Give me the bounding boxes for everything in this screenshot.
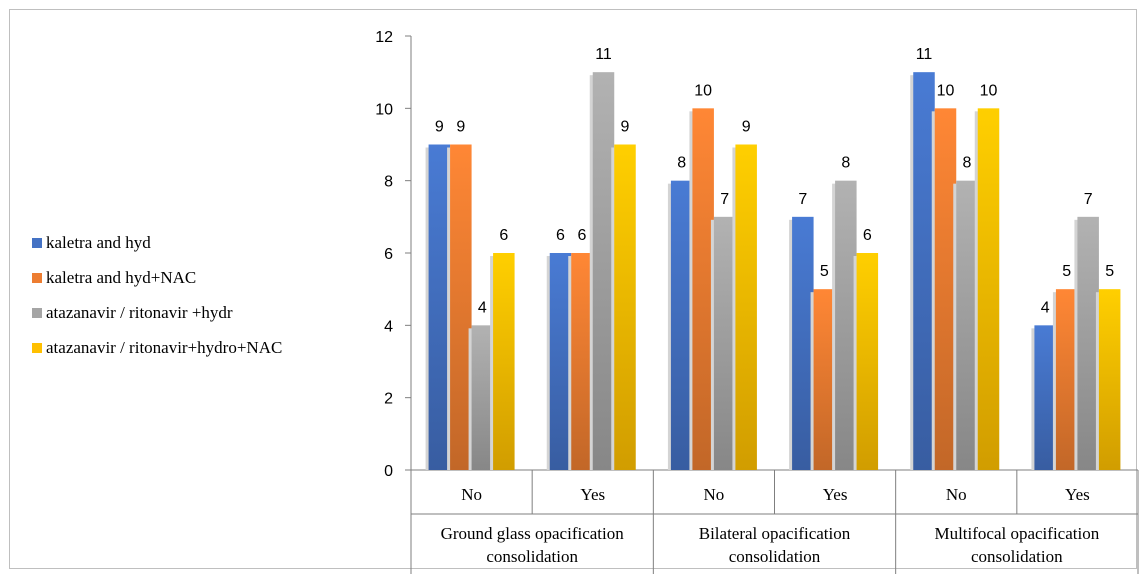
bar — [835, 180, 857, 470]
data-label: 9 — [621, 119, 630, 136]
legend-item-atazanavir-hydr: atazanavir / ritonavir +hydr — [32, 300, 282, 326]
bar — [792, 216, 814, 470]
data-label: 8 — [841, 155, 850, 172]
legend-label: atazanavir / ritonavir +hydr — [46, 303, 233, 322]
chart-frame — [9, 9, 1137, 569]
legend-swatch — [32, 308, 42, 318]
y-tick-label: 12 — [375, 29, 393, 46]
legend: kaletra and hyd kaletra and hyd+NAC ataz… — [32, 230, 282, 370]
data-label: 6 — [499, 227, 508, 244]
legend-swatch — [32, 273, 42, 283]
x-subcategory-label: No — [946, 485, 967, 504]
data-label: 4 — [478, 299, 487, 316]
bar — [913, 72, 935, 471]
data-label: 11 — [595, 46, 612, 63]
bar — [592, 72, 615, 471]
data-label: 7 — [1084, 191, 1093, 208]
bar — [428, 144, 451, 470]
legend-item-kaletra-hyd: kaletra and hyd — [32, 230, 282, 256]
bar — [692, 108, 714, 470]
data-label: 5 — [820, 263, 829, 280]
x-subcategory-label: Yes — [1065, 485, 1090, 504]
y-tick-label: 0 — [384, 463, 393, 480]
bar — [571, 253, 593, 470]
bar — [1034, 325, 1056, 470]
x-group-label: Multifocal opacification — [934, 524, 1099, 543]
x-subcategory-label: Yes — [823, 485, 848, 504]
bar — [493, 253, 515, 470]
data-label: 6 — [556, 227, 565, 244]
x-group-label: Ground glass opacification — [441, 524, 625, 543]
data-label: 11 — [916, 46, 933, 63]
bar — [934, 108, 957, 470]
y-tick-label: 10 — [375, 101, 393, 118]
bar — [1077, 216, 1099, 470]
legend-item-atazanavir-hydro-nac: atazanavir / ritonavir+hydro+NAC — [32, 335, 282, 361]
bar — [471, 325, 494, 470]
bar — [549, 253, 572, 470]
data-label: 8 — [963, 155, 972, 172]
legend-swatch — [32, 238, 42, 248]
x-group-label: consolidation — [971, 547, 1063, 566]
data-label: 8 — [677, 155, 686, 172]
legend-item-kaletra-hyd-nac: kaletra and hyd+NAC — [32, 265, 282, 291]
y-tick-label: 6 — [384, 246, 393, 263]
data-label: 5 — [1062, 263, 1071, 280]
data-label: 6 — [578, 227, 587, 244]
data-label: 9 — [456, 119, 465, 136]
x-group-label: consolidation — [486, 547, 578, 566]
x-subcategory-label: No — [461, 485, 482, 504]
data-label: 7 — [720, 191, 729, 208]
data-label: 10 — [980, 82, 998, 99]
bar — [614, 144, 636, 470]
bar — [1098, 289, 1121, 470]
data-label: 5 — [1105, 263, 1114, 280]
legend-label: atazanavir / ritonavir+hydro+NAC — [46, 338, 283, 357]
data-label: 6 — [863, 227, 872, 244]
bar — [713, 216, 736, 470]
x-group-label: consolidation — [729, 547, 821, 566]
bar — [813, 289, 836, 470]
bar — [1055, 289, 1078, 470]
x-subcategory-label: Yes — [580, 485, 605, 504]
bar — [856, 253, 879, 470]
bar — [956, 180, 978, 470]
y-tick-label: 8 — [384, 174, 393, 191]
legend-label: kaletra and hyd+NAC — [46, 268, 197, 287]
bar — [670, 180, 693, 470]
data-label: 10 — [937, 82, 955, 99]
legend-label: kaletra and hyd — [46, 233, 151, 252]
legend-swatch — [32, 343, 42, 353]
y-tick-label: 2 — [384, 391, 393, 408]
data-label: 10 — [694, 82, 712, 99]
y-tick-label: 4 — [384, 318, 393, 335]
x-subcategory-label: No — [704, 485, 725, 504]
data-label: 9 — [435, 119, 444, 136]
data-label: 7 — [798, 191, 807, 208]
bar — [735, 144, 757, 470]
data-label: 4 — [1041, 299, 1050, 316]
x-group-label: Bilateral opacification — [699, 524, 851, 543]
data-label: 9 — [742, 119, 751, 136]
bar — [977, 108, 1000, 470]
bar — [450, 144, 472, 470]
